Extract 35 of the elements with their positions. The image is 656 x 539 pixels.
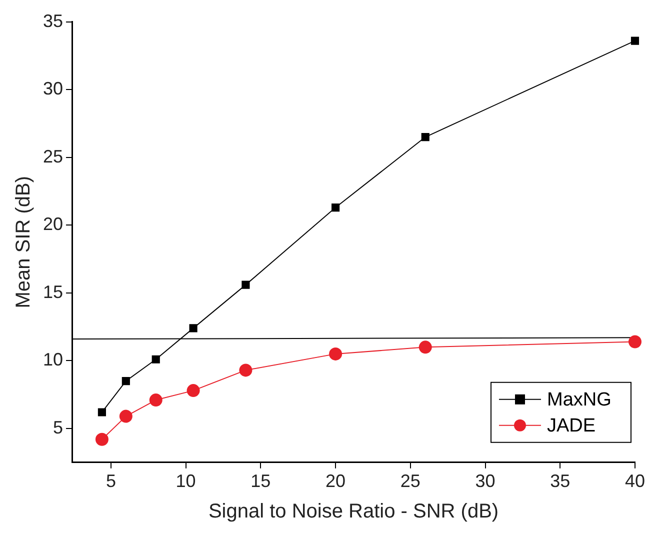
y-tick-label: 10 — [42, 350, 64, 370]
legend-label: JADE — [546, 416, 596, 437]
point — [186, 384, 200, 398]
x-tick-label: 20 — [326, 471, 346, 492]
point — [122, 377, 130, 386]
y-axis-title: Mean SIR (dB) — [12, 176, 35, 308]
y-tick-label: 15 — [42, 282, 64, 302]
point — [628, 335, 642, 348]
x-tick-label: 5 — [106, 471, 116, 492]
x-axis-title: Signal to Noise Ratio - SNR (dB) — [208, 500, 499, 523]
x-tick-label: 15 — [250, 471, 271, 492]
legend-label: MaxNG — [546, 390, 612, 411]
point — [95, 432, 108, 446]
point — [332, 203, 340, 212]
point — [421, 133, 430, 142]
point — [119, 410, 132, 423]
x-tick-label: 35 — [550, 471, 570, 492]
y-tick-label: 20 — [42, 214, 64, 234]
y-tick-label: 35 — [42, 10, 64, 31]
point — [630, 36, 640, 45]
point — [149, 394, 162, 407]
x-tick-label: 25 — [400, 471, 420, 492]
y-tick-label: 5 — [53, 417, 64, 438]
x-tick-label: 40 — [624, 471, 646, 492]
point — [189, 324, 198, 332]
point — [152, 355, 160, 364]
point — [329, 347, 342, 360]
point — [239, 364, 252, 377]
point — [418, 340, 432, 354]
point — [242, 280, 250, 289]
x-tick-label: 10 — [176, 471, 196, 492]
x-tick-label: 30 — [475, 471, 496, 492]
point — [98, 408, 106, 416]
y-tick-label: 25 — [42, 146, 64, 166]
y-tick-label: 30 — [42, 78, 64, 99]
